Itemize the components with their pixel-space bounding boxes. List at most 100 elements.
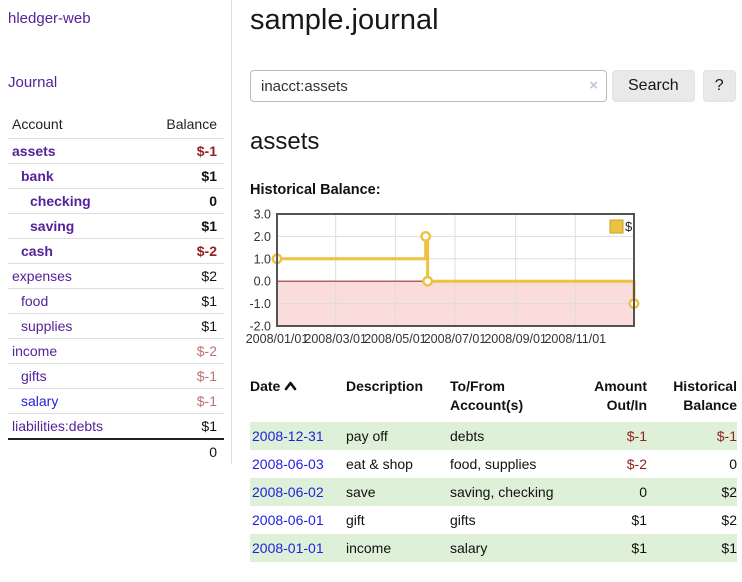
register-amount-cell: $1 [631,512,647,528]
register-balance-cell: 0 [729,456,737,472]
register-balance-cell: $1 [647,534,737,562]
account-row: saving $1 [8,213,224,239]
x-tick-label: 2008/05/01 [364,332,427,346]
account-link[interactable]: supplies [21,318,73,334]
chart-title: Historical Balance: [250,182,381,198]
account-row: gifts $-1 [8,363,224,389]
y-tick-label: -1.0 [249,297,271,311]
register-row: 2008-06-02 save saving, checking 0 $2 [250,478,737,506]
account-link[interactable]: bank [21,168,54,184]
register-header-row: Date Description To/From Account(s) Amou… [250,377,737,422]
search-input-wrap: × [250,70,607,102]
y-tick-label: 2.0 [254,230,271,244]
app-brand-link[interactable]: hledger-web [8,10,91,27]
account-balance: $1 [139,288,224,314]
register-header-date[interactable]: Date [250,377,346,422]
register-amount-cell: $-1 [565,422,647,450]
accounts-table: Account Balance assets $-1 bank $1 checking 0… [8,113,224,464]
register-amount-cell: $1 [565,534,647,562]
search-bar: × Search ? [250,70,742,102]
transaction-date-link[interactable]: 2008-06-02 [252,484,324,500]
account-name-cell: supplies [8,313,140,339]
register-description-cell: eat & shop [346,456,413,472]
x-tick-label: 2008/07/01 [424,332,487,346]
account-name-cell: gifts [8,363,140,389]
account-row: liabilities:debts $1 [8,413,224,439]
register-amount-cell: 0 [565,478,647,506]
chart-canvas: $3.0 2.0 1.0 0.0 -1.0 -2.02008/01/012008/03/0… [246,208,640,346]
transaction-date-link[interactable]: 2008-12-31 [252,428,324,444]
account-name-cell: salary [8,388,140,414]
accounts-header-row: Account Balance [8,113,224,139]
transaction-date-link[interactable]: 2008-01-01 [252,540,324,556]
search-button[interactable]: Search [612,70,695,102]
register-account-cell: debts [450,422,565,450]
transaction-date-link[interactable]: 2008-06-01 [252,512,324,528]
sidebar-item-journal[interactable]: Journal [8,74,58,91]
register-account-cell: gifts [450,512,476,528]
account-link[interactable]: cash [21,243,53,259]
historical-balance-chart: $3.0 2.0 1.0 0.0 -1.0 -2.0 2008/01/01 2008/03/0… [240,208,742,356]
account-link[interactable]: income [12,343,58,359]
register-account-cell: saving, checking [450,478,565,506]
account-name-cell: liabilities:debts [8,413,140,439]
register-header-date-label: Date [250,378,281,394]
register-date-cell: 2008-12-31 [250,422,346,450]
clear-search-icon[interactable]: × [589,77,598,94]
register-date-cell: 2008-06-03 [250,450,346,478]
accounts-total-row: 0 [8,438,224,464]
y-tick-label: -2.0 [249,320,271,334]
account-link[interactable]: assets [12,143,56,159]
sidebar: hledger-web Journal Account Balance asse… [0,0,232,464]
account-link[interactable]: salary [21,393,59,409]
app-window: hledger-web Journal Account Balance asse… [0,0,742,562]
page-title: sample.journal [250,4,439,36]
register-description-cell: gift [346,512,365,528]
y-tick-label: 1.0 [254,252,271,266]
help-button[interactable]: ? [702,70,736,102]
account-name-cell: saving [8,213,140,239]
register-account-cell: food, supplies [450,456,537,472]
account-balance: $-1 [139,363,224,389]
account-link[interactable]: food [21,293,49,309]
account-link[interactable]: gifts [21,368,47,384]
account-balance: $1 [139,413,224,439]
legend-label: $ [625,219,633,234]
register-date-cell: 2008-06-02 [250,478,346,506]
account-row: checking 0 [8,188,224,214]
register-row: 2008-06-01 gift gifts $1 $2 [250,506,737,534]
register-date-cell: 2008-01-01 [250,534,346,562]
account-balance: $-2 [139,338,224,364]
account-name-cell: income [8,338,140,364]
register-balance-cell: $2 [647,478,737,506]
account-name-cell: bank [8,163,140,189]
register-row: 2008-01-01 income salary $1 $1 [250,534,737,562]
register-header-amount: Amount Out/In [594,378,647,413]
accounts-header-account: Account [12,116,63,132]
account-balance: $1 [139,213,224,239]
transaction-date-link[interactable]: 2008-06-03 [252,456,324,472]
account-row: income $-2 [8,338,224,364]
account-row: supplies $1 [8,313,224,339]
sort-ascending-icon [285,381,297,391]
plot-border [276,213,635,327]
account-name-cell: assets [8,138,140,164]
account-link[interactable]: expenses [12,268,72,284]
account-balance: 0 [139,188,224,214]
account-link[interactable]: saving [30,218,75,234]
data-point-marker [420,231,432,242]
register-row: 2008-06-03 eat & shop food, supplies $-2 0 [250,450,737,478]
x-tick-label: 2008/01/01 [246,332,309,346]
y-tick-label: 3.0 [254,209,271,222]
account-row: cash $-2 [8,238,224,264]
y-tick-label: 0.0 [254,275,271,289]
account-link[interactable]: checking [30,193,91,209]
x-tick-label: 2008/03/01 [304,332,367,346]
account-heading: assets [250,128,320,155]
account-row: expenses $2 [8,263,224,289]
register-row: 2008-12-31 pay off debts $-1 $-1 [250,422,737,450]
x-tick-label: 2008/09/01 [484,332,547,346]
account-link[interactable]: liabilities:debts [12,418,104,434]
search-input[interactable] [250,70,607,102]
register-description-cell: pay off [346,422,450,450]
